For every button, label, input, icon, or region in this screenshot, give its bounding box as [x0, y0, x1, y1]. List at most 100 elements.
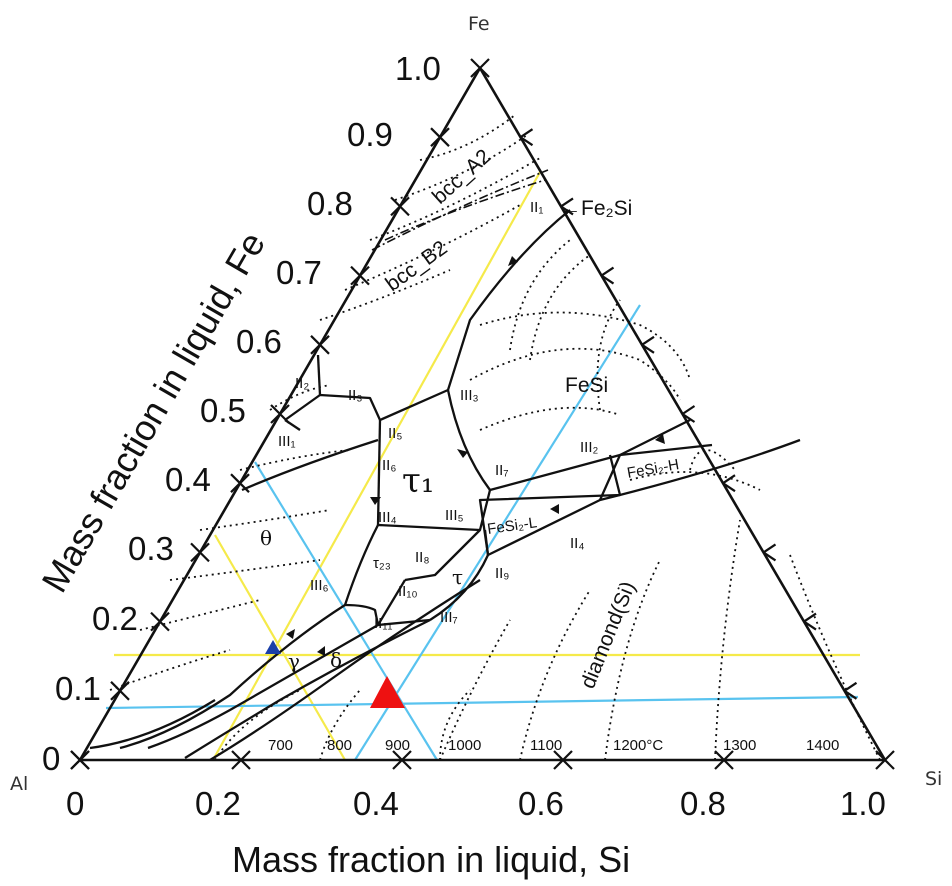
- isotherm-labels: 700 800 900 1000 1100 1200°C 1300 1400: [268, 737, 839, 754]
- ii2-ii3-line: [284, 393, 382, 421]
- bottom-tick-label: 0.4: [353, 785, 399, 822]
- isotherm-label: 1100: [530, 737, 562, 754]
- corner-label-fe: Fe: [468, 13, 490, 35]
- left-edge-tick: [310, 335, 330, 355]
- invariant-label: II₁₀: [398, 583, 418, 600]
- base-edge-tick: [875, 750, 895, 770]
- bottom-axis-ticks: 0 0.2 0.4 0.6 0.8 1.0: [66, 785, 886, 822]
- red-triangle-marker: [370, 676, 405, 708]
- left-tick-label: 0.2: [92, 600, 138, 637]
- invariant-label: II₃: [348, 387, 362, 404]
- left-tick-label: 0.5: [200, 392, 246, 429]
- bottom-tick-label: 0.8: [680, 785, 726, 822]
- invariant-label: II₁: [530, 199, 543, 216]
- right-edge-tick: [681, 405, 696, 423]
- bottom-tick-label: 0.6: [518, 785, 564, 822]
- isotherm-label: 1000: [448, 737, 481, 754]
- isotherm-label: 1300: [723, 737, 756, 754]
- isotherm-fesi-4: [509, 239, 571, 351]
- isotherm-left-2: [269, 384, 331, 411]
- left-edge-tick: [430, 127, 450, 147]
- liquidus-theta-gamma-1: [119, 604, 346, 750]
- phase-label-fesi2-h: FeSi₂-H: [626, 456, 681, 482]
- ii5-to-iii4-line: [376, 419, 382, 526]
- right-edge-tick: [519, 128, 534, 147]
- left-tick-label: 0: [42, 740, 60, 777]
- fe2si-to-iii3-line: [446, 209, 571, 391]
- right-edge-tick: [843, 681, 858, 700]
- base-edge-tick: [553, 750, 573, 770]
- invariant-label: II₆: [382, 457, 396, 474]
- bottom-tick-label: 0: [66, 785, 84, 822]
- left-edge-tick: [230, 473, 250, 493]
- iii6-to-ii11-line: [344, 603, 380, 626]
- isotherm-1100: [519, 589, 591, 761]
- isotherm-left-6: [139, 599, 261, 631]
- left-tick-label: 0.9: [347, 116, 393, 153]
- liquidus-theta-gamma-2: [147, 624, 379, 750]
- arrow-marker: [457, 449, 468, 458]
- phase-label-fe2si: ←Fe₂Si: [560, 197, 632, 220]
- bcc-b2-boundary: [371, 169, 549, 251]
- bcc-a2-boundary: [384, 179, 546, 241]
- isotherm-label: 800: [327, 737, 352, 754]
- base-edge-tick: [70, 750, 90, 770]
- iii7-to-fesi2l-line: [429, 554, 490, 621]
- bottom-tick-label: 0.2: [195, 785, 241, 822]
- ii10-iii7-line: [377, 618, 431, 627]
- left-tick-label: 0.6: [236, 323, 282, 360]
- diamond-boundary: [487, 438, 801, 557]
- arrow-marker: [550, 504, 559, 514]
- liquidus-low-1: [184, 618, 431, 759]
- tick-marks: [70, 58, 895, 770]
- base-edge-tick: [231, 750, 251, 770]
- isotherm-left-5: [169, 559, 321, 581]
- isotherm-900: [439, 689, 471, 761]
- invariant-label: III₄: [378, 509, 397, 526]
- left-edge-tick: [150, 611, 170, 632]
- invariant-label: III₂: [580, 439, 599, 456]
- liquidus-low-3: [89, 699, 216, 750]
- ii9-line: [483, 529, 490, 556]
- left-tick-label: 1.0: [395, 50, 441, 87]
- invariant-label: II₁₁: [374, 615, 392, 632]
- blue-horizontal-line: [105, 695, 859, 710]
- right-edge-tick: [641, 335, 655, 354]
- right-edge-tick: [762, 543, 777, 562]
- left-tick-label: 0.3: [128, 530, 174, 567]
- isotherm-fesi-3: [479, 406, 621, 431]
- isotherm-left-1: [319, 269, 451, 321]
- base-edge-tick: [392, 750, 412, 770]
- left-tick-label: 0.8: [307, 185, 353, 222]
- phase-label-fesi: FeSi: [565, 374, 608, 397]
- invariant-labels: II₁ II₂ II₃ III₃ II₅ II₆ III₁ II₇ III₂ I…: [278, 199, 599, 632]
- phase-label-bcc-b2: bcc_B2: [381, 236, 451, 296]
- invariant-label: II₅: [388, 425, 402, 442]
- right-edge-tick: [803, 612, 817, 631]
- isotherm-left-3: [239, 449, 351, 471]
- invariant-label: II₄: [570, 535, 584, 552]
- isotherm-1000: [439, 619, 511, 761]
- ii10-ii8-line: [377, 579, 406, 626]
- isotherm-1300: [714, 519, 741, 761]
- iii4-to-iii6-line: [343, 524, 380, 606]
- univariant-lines: [89, 209, 801, 761]
- phase-label-tau1: τ₁: [402, 461, 434, 501]
- left-edge-tick: [190, 542, 210, 563]
- phase-label-fesi2-l: FeSi₂-L: [486, 514, 538, 538]
- fesi2h-boundary: [598, 443, 713, 501]
- isotherm-inner-fe-1: [419, 114, 516, 161]
- left-axis-ticks: 1.0 0.9 0.8 0.7 0.6 0.5 0.4 0.3 0.2 0.1 …: [42, 50, 441, 777]
- phase-label-delta: δ: [330, 648, 342, 672]
- phase-label-gamma: γ: [288, 649, 300, 673]
- left-edge-tick: [390, 196, 410, 217]
- arrow-marker: [655, 434, 665, 444]
- phase-label-tau: τ: [452, 565, 463, 589]
- iii3-to-ii5-line: [379, 388, 449, 422]
- yellow-line-si-parallel: [214, 534, 346, 761]
- blue-line-si-parallel: [254, 461, 438, 761]
- corner-label-al: Al: [10, 773, 28, 795]
- invariant-label: II₉: [495, 565, 509, 582]
- arrow-marker: [317, 646, 325, 656]
